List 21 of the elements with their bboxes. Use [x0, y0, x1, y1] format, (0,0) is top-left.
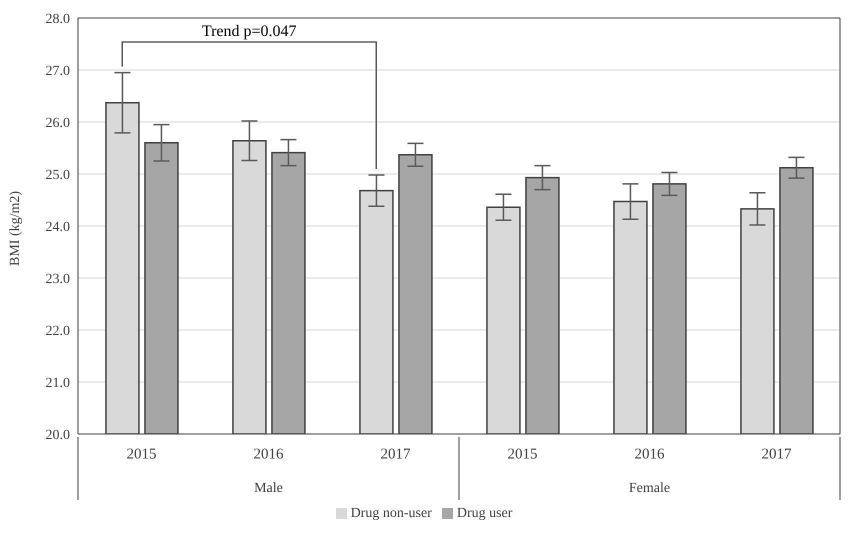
y-tick-label: 28.0	[46, 12, 70, 27]
y-tick-label: 20.0	[46, 428, 70, 443]
y-tick-label: 24.0	[46, 220, 70, 235]
legend-label: Drug non-user	[350, 506, 432, 521]
x-tick-label: 2016	[254, 446, 284, 463]
text: Male	[254, 481, 283, 496]
x-tick-label: 2015	[508, 446, 538, 463]
x-tick-label: 2016	[634, 446, 665, 463]
y-tick-label: 27.0	[46, 64, 70, 79]
y-tick-label: 22.0	[46, 324, 70, 339]
y-tick-label: 23.0	[46, 272, 70, 287]
y-axis-title: BMI (kg/m2)	[8, 190, 23, 266]
annotation: Trend p=0.047	[202, 23, 297, 40]
y-tick-label: 26.0	[46, 116, 70, 131]
x-tick-label: 2015	[126, 446, 156, 463]
y-tick-label: 25.0	[46, 168, 70, 183]
x-tick-label: 2017	[380, 446, 411, 463]
x-tick-label: 2017	[762, 446, 792, 463]
legend-label: Drug user	[456, 506, 512, 521]
y-tick-label: 21.0	[46, 376, 70, 391]
text: Female	[628, 481, 670, 496]
